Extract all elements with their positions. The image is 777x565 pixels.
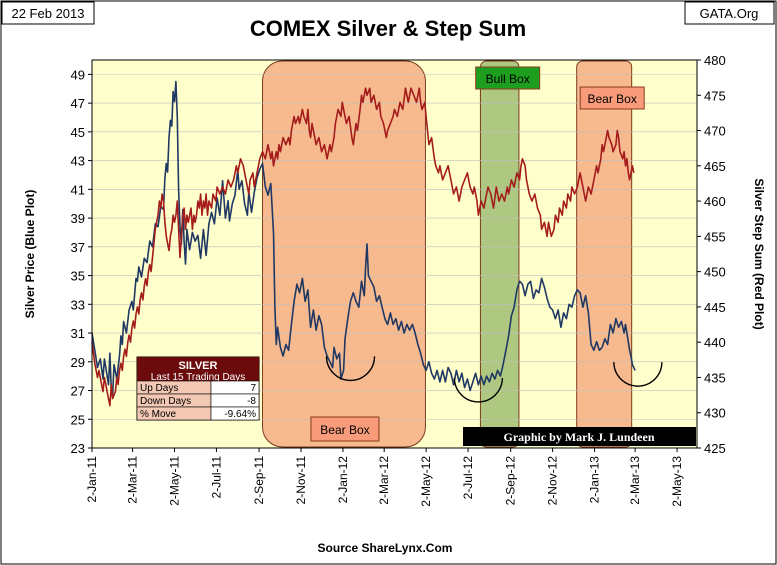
site-label: GATA.Org — [700, 6, 759, 21]
x-tick-label-5: 2-Nov-11 — [294, 456, 308, 505]
highlight-box-0 — [262, 60, 426, 448]
left-tick-label-6: 35 — [71, 269, 85, 284]
stats-table: SILVER Last 15 Trading Days Up Days 7 Down… — [136, 356, 260, 421]
left-tick-label-9: 41 — [71, 182, 85, 197]
x-tick-label-12: 2-Jan-13 — [588, 456, 602, 504]
trend-arcs — [325, 356, 663, 403]
x-tick-label-13: 2-Mar-13 — [628, 456, 642, 505]
step-sum-line — [91, 87, 635, 407]
right-tick-label-4: 445 — [704, 300, 726, 315]
x-tick-label-3: 2-Jul-11 — [209, 456, 223, 499]
chart-title: COMEX Silver & Step Sum — [250, 16, 526, 41]
stats-row-value-2: -9.64% — [224, 409, 256, 420]
stats-table-rows: Up Days 7 Down Days -8 % Move -9.64% — [136, 380, 260, 421]
highlight-boxes — [262, 60, 633, 448]
date-box — [1, 1, 95, 25]
left-tick-label-11: 45 — [71, 125, 85, 140]
left-tick-label-10: 43 — [71, 154, 85, 169]
x-tick-label-8: 2-May-12 — [419, 456, 433, 507]
right-tick-label-10: 475 — [704, 88, 726, 103]
source-label: Source ShareLynx.Com — [318, 541, 453, 555]
x-tick-label-4: 2-Sep-11 — [252, 456, 266, 505]
x-tick-label-0: 2-Jan-11 — [85, 456, 99, 503]
stats-row-label-2: % Move — [140, 409, 177, 420]
trend-arc-1 — [453, 377, 504, 403]
left-tick-label-2: 27 — [71, 384, 85, 399]
credit-box — [463, 427, 696, 446]
stats-row-label-0: Up Days — [140, 383, 178, 394]
tick-labels: 23 25 27 29 31 33 35 37 39 41 43 45 47 49 425 430 435 440… — [71, 53, 726, 507]
left-tick-label-8: 39 — [71, 211, 85, 226]
grid-lines — [92, 74, 697, 420]
x-tick-label-14: 2-May-13 — [670, 456, 684, 507]
trend-arc-2 — [613, 362, 663, 387]
right-tick-label-3: 440 — [704, 335, 726, 350]
right-tick-label-8: 465 — [704, 159, 726, 174]
series-lines — [91, 80, 636, 407]
right-axis-title: Silver Step Sum (Red Plot) — [752, 178, 766, 329]
left-tick-label-12: 47 — [71, 96, 85, 111]
x-tick-label-9: 2-Jul-12 — [461, 456, 475, 500]
right-tick-label-5: 450 — [704, 265, 726, 280]
x-tick-label-7: 2-Mar-12 — [377, 456, 391, 505]
right-tick-label-2: 435 — [704, 370, 726, 385]
box-label-bg-1 — [475, 66, 541, 90]
left-tick-label-1: 25 — [71, 412, 85, 427]
box-label-1: Bull Box — [486, 72, 530, 86]
credit-label: Graphic by Mark J. Lundeen — [503, 430, 654, 444]
stats-table-subtitle: Last 15 Trading Days — [151, 372, 246, 383]
silver-price-line — [91, 80, 636, 398]
x-tick-label-6: 2-Jan-12 — [336, 456, 350, 504]
highlight-box-2 — [576, 60, 633, 448]
box-label-2: Bear Box — [588, 92, 637, 106]
stats-row-value-0: 7 — [250, 383, 256, 394]
box-label-bg-0 — [310, 416, 380, 442]
date-label: 22 Feb 2013 — [11, 6, 84, 21]
left-tick-label-13: 49 — [71, 67, 85, 82]
right-tick-label-6: 455 — [704, 229, 726, 244]
right-tick-label-9: 470 — [704, 124, 726, 139]
stats-table-title: SILVER — [179, 360, 218, 372]
x-tick-label-1: 2-Mar-11 — [126, 456, 140, 504]
stats-row-value-1: -8 — [247, 396, 256, 407]
left-tick-label-4: 31 — [71, 326, 85, 341]
left-tick-label-0: 23 — [71, 441, 85, 456]
x-tick-label-11: 2-Nov-12 — [546, 456, 560, 506]
x-tick-label-10: 2-Sep-12 — [504, 456, 518, 506]
left-tick-label-7: 37 — [71, 240, 85, 255]
box-label-bg-2 — [579, 86, 645, 110]
stats-row-value-bg-2 — [210, 406, 260, 421]
trend-arc-0 — [325, 356, 376, 382]
right-tick-label-11: 480 — [704, 53, 726, 68]
right-tick-label-1: 430 — [704, 406, 726, 421]
left-axis-title: Silver Price (Blue Plot) — [23, 190, 37, 319]
x-tick-label-2: 2-May-11 — [168, 456, 182, 506]
left-tick-label-3: 29 — [71, 355, 85, 370]
highlight-box-1 — [479, 60, 520, 448]
site-box — [684, 1, 775, 25]
box-label-0: Bear Box — [320, 423, 369, 437]
right-tick-label-0: 425 — [704, 441, 726, 456]
axes — [88, 59, 701, 452]
stats-row-label-1: Down Days — [140, 396, 191, 407]
box-labels: Bear Box Bull Box Bear Box — [310, 66, 645, 442]
left-tick-label-5: 33 — [71, 297, 85, 312]
right-tick-label-7: 460 — [704, 194, 726, 209]
stats-table-header — [137, 357, 259, 381]
